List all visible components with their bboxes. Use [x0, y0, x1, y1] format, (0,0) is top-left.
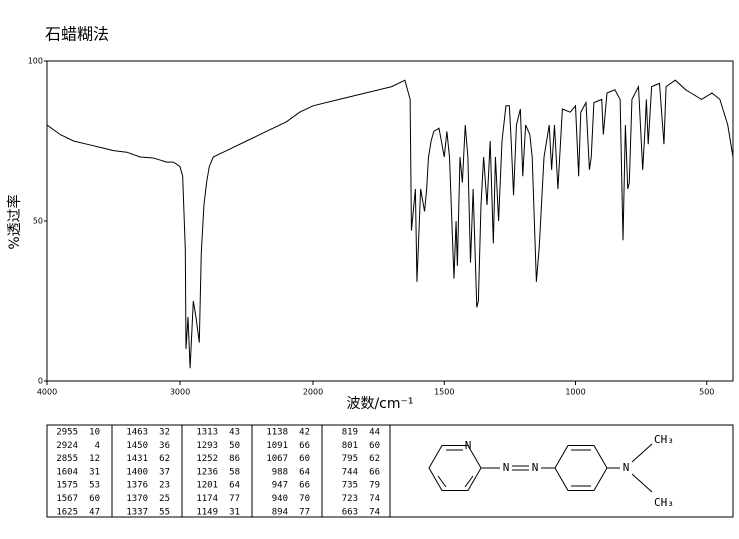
peak-wavenumber: 1567 [56, 494, 78, 504]
peak-wavenumber: 744 [342, 467, 358, 477]
peak-transmittance: 86 [229, 454, 240, 464]
y-tick-label: 50 [33, 217, 43, 226]
atom-label: N [503, 461, 510, 474]
peak-transmittance: 60 [299, 454, 310, 464]
peak-wavenumber: 988 [272, 467, 288, 477]
peak-wavenumber: 801 [342, 441, 358, 451]
peak-transmittance: 62 [369, 454, 380, 464]
peak-transmittance: 60 [89, 494, 100, 504]
atom-label: CH₃ [654, 433, 674, 446]
peak-transmittance: 44 [369, 428, 380, 438]
peak-transmittance: 53 [89, 481, 100, 491]
peak-wavenumber: 1575 [56, 481, 78, 491]
table-dividers [111, 425, 391, 517]
peak-wavenumber: 2855 [56, 454, 78, 464]
atom-label: CH₃ [654, 496, 674, 509]
x-tick-label: 1500 [434, 388, 454, 397]
peak-wavenumber: 1149 [196, 507, 218, 517]
spectrum-line [46, 79, 734, 369]
peak-wavenumber: 1236 [196, 467, 218, 477]
peak-transmittance: 70 [299, 494, 310, 504]
pyridine-ring [428, 445, 482, 491]
atom-label: N [532, 461, 539, 474]
peak-wavenumber: 940 [272, 494, 288, 504]
y-tick-label: 0 [38, 377, 43, 386]
peak-wavenumber: 1313 [196, 428, 218, 438]
peak-transmittance: 66 [369, 467, 380, 477]
chart-title: 石蜡糊法 [45, 25, 109, 44]
peak-transmittance: 77 [299, 507, 310, 517]
peak-transmittance: 77 [229, 494, 240, 504]
peak-transmittance: 25 [159, 494, 170, 504]
peak-transmittance: 4 [95, 441, 100, 451]
x-tick-label: 3000 [170, 388, 190, 397]
y-tick-label: 100 [28, 57, 43, 66]
peak-transmittance: 47 [89, 507, 100, 517]
peak-transmittance: 42 [299, 428, 310, 438]
peak-wavenumber: 1067 [266, 454, 288, 464]
bond [464, 475, 474, 488]
peak-wavenumber: 663 [342, 507, 358, 517]
x-tick-label: 500 [699, 388, 714, 397]
peak-wavenumber: 1201 [196, 481, 218, 491]
peak-transmittance: 64 [229, 481, 240, 491]
bond [631, 473, 653, 493]
peak-transmittance: 10 [89, 428, 100, 438]
peak-wavenumber: 2924 [56, 441, 78, 451]
peak-transmittance: 66 [299, 481, 310, 491]
peak-transmittance: 36 [159, 441, 170, 451]
peak-wavenumber: 1463 [126, 428, 148, 438]
x-axis-label: 波数/cm⁻¹ [346, 396, 413, 412]
peak-transmittance: 23 [159, 481, 170, 491]
peak-wavenumber: 1400 [126, 467, 148, 477]
peak-transmittance: 31 [89, 467, 100, 477]
x-tick-label: 2000 [303, 388, 323, 397]
peak-transmittance: 50 [229, 441, 240, 451]
plot-frame [46, 60, 734, 382]
peak-wavenumber: 1625 [56, 507, 78, 517]
benzene-ring [554, 445, 608, 491]
peak-wavenumber: 894 [272, 507, 288, 517]
peak-wavenumber: 2955 [56, 428, 78, 438]
x-tick-label: 4000 [37, 388, 57, 397]
peak-transmittance: 79 [369, 481, 380, 491]
y-axis-label: %透过率 [6, 194, 23, 249]
peak-wavenumber: 1604 [56, 467, 78, 477]
bond [437, 475, 447, 488]
peak-wavenumber: 1376 [126, 481, 148, 491]
peak-transmittance: 64 [299, 467, 310, 477]
atom-label: N [623, 461, 630, 474]
peak-transmittance: 66 [299, 441, 310, 451]
peak-transmittance: 60 [369, 441, 380, 451]
x-tick-label: 1000 [565, 388, 585, 397]
peak-transmittance: 62 [159, 454, 170, 464]
peak-transmittance: 31 [229, 507, 240, 517]
peak-wavenumber: 947 [272, 481, 288, 491]
peak-transmittance: 32 [159, 428, 170, 438]
peak-wavenumber: 1174 [196, 494, 218, 504]
atom-label: N [465, 439, 472, 452]
peak-wavenumber: 1091 [266, 441, 288, 451]
peak-wavenumber: 1370 [126, 494, 148, 504]
peak-wavenumber: 1138 [266, 428, 288, 438]
peak-wavenumber: 1431 [126, 454, 148, 464]
bond [631, 443, 653, 463]
peak-transmittance: 43 [229, 428, 240, 438]
peak-transmittance: 37 [159, 467, 170, 477]
peak-wavenumber: 1450 [126, 441, 148, 451]
peak-transmittance: 58 [229, 467, 240, 477]
peak-wavenumber: 1252 [196, 454, 218, 464]
peak-wavenumber: 1293 [196, 441, 218, 451]
peak-wavenumber: 1337 [126, 507, 148, 517]
peak-wavenumber: 723 [342, 494, 358, 504]
structure [428, 443, 653, 493]
peak-wavenumber: 795 [342, 454, 358, 464]
peak-transmittance: 74 [369, 494, 380, 504]
peak-transmittance: 12 [89, 454, 100, 464]
peak-wavenumber: 735 [342, 481, 358, 491]
peak-wavenumber: 819 [342, 428, 358, 438]
peak-transmittance: 55 [159, 507, 170, 517]
peak-transmittance: 74 [369, 507, 380, 517]
